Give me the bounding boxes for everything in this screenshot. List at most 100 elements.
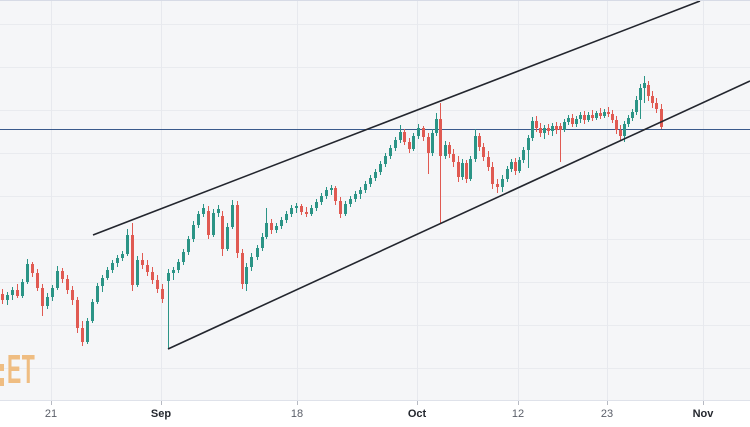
candle-up: [354, 194, 357, 199]
candle-down: [1, 294, 4, 300]
v-gridline: [161, 1, 162, 401]
candle-up: [394, 140, 397, 148]
candle-up: [136, 260, 139, 285]
candle-down: [66, 279, 69, 290]
candle-up: [265, 223, 268, 237]
v-gridline: [518, 1, 519, 401]
candle-down: [607, 112, 610, 114]
candle-down: [76, 300, 79, 328]
candle-down: [615, 120, 618, 130]
candle-down: [146, 265, 149, 272]
candle-up: [261, 237, 264, 248]
watermark-text: ET: [7, 352, 36, 392]
candle-down: [151, 272, 154, 280]
candle-up: [412, 136, 415, 149]
candle-down: [647, 85, 650, 96]
candle-down: [339, 201, 342, 214]
candle-down: [241, 253, 244, 284]
h-gridline: [0, 196, 750, 197]
candle-down: [583, 115, 586, 120]
candle-up: [320, 196, 323, 202]
watermark: ET: [0, 352, 80, 392]
candle-down: [487, 157, 490, 167]
axis-label-nov: Nov: [692, 408, 714, 420]
axis-tick: [51, 401, 52, 405]
candle-up: [172, 270, 175, 273]
candle-down: [334, 188, 337, 201]
candle-up: [543, 128, 546, 133]
axis-tick: [297, 401, 298, 405]
candle-wick: [331, 185, 332, 195]
h-gridline: [0, 325, 750, 326]
axis-tick: [417, 401, 418, 405]
candle-down: [221, 216, 224, 249]
candle-down: [422, 128, 425, 137]
time-axis[interactable]: 21 Sep 18 Oct 12 23 Nov: [0, 400, 750, 427]
candle-up: [417, 128, 420, 136]
axis-tick: [518, 401, 519, 405]
candle-up: [217, 209, 220, 213]
candle-up: [522, 150, 525, 160]
axis-label-12: 12: [511, 408, 525, 420]
candle-down: [439, 119, 442, 156]
axis-tick: [703, 401, 704, 405]
candle-up: [631, 112, 634, 118]
candle-up: [369, 178, 372, 184]
candle-up: [389, 148, 392, 156]
candle-wick: [296, 203, 297, 213]
candle-up: [595, 113, 598, 118]
candle-down: [539, 128, 542, 133]
candle-up: [56, 271, 59, 288]
candle-up: [177, 262, 180, 270]
candle-up: [461, 163, 464, 177]
candle-down: [207, 211, 210, 235]
candle-down: [16, 290, 19, 296]
candle-up: [101, 278, 104, 286]
candle-down: [448, 145, 451, 154]
candle-up: [510, 162, 513, 169]
candle-up: [250, 257, 253, 267]
candle-up: [167, 273, 170, 281]
h-gridline: [0, 368, 750, 369]
price-line[interactable]: [0, 129, 750, 130]
candle-up: [51, 288, 54, 297]
candle-up: [527, 138, 530, 150]
candle-down: [270, 223, 273, 230]
candle-up: [21, 282, 24, 296]
candle-up: [182, 252, 185, 262]
candle-down: [457, 162, 460, 177]
axis-label-18: 18: [290, 408, 304, 420]
candle-down: [482, 147, 485, 157]
candle-up: [126, 235, 129, 254]
candle-up: [26, 264, 29, 282]
candle-down: [611, 114, 614, 120]
candle-down: [547, 128, 550, 131]
candle-up: [587, 115, 590, 120]
candle-up: [579, 115, 582, 119]
candle-up: [474, 136, 477, 159]
candle-down: [300, 206, 303, 212]
candle-down: [31, 264, 34, 273]
candle-up: [349, 199, 352, 204]
trendline-upper[interactable]: [92, 1, 701, 236]
candle-up: [86, 321, 89, 342]
candle-down: [591, 115, 594, 118]
candle-up: [91, 302, 94, 321]
candle-up: [531, 121, 534, 138]
price-pane[interactable]: ET: [0, 0, 750, 401]
axis-label-sep: Sep: [150, 408, 172, 420]
v-gridline: [607, 1, 608, 401]
candle-up: [444, 145, 447, 156]
candle-down: [599, 113, 602, 116]
candle-up: [192, 225, 195, 239]
h-gridline: [0, 153, 750, 154]
candle-down: [465, 163, 468, 179]
candle-down: [161, 289, 164, 299]
candle-wick: [173, 267, 174, 280]
h-gridline: [0, 67, 750, 68]
candle-down: [660, 109, 663, 127]
candle-wick: [168, 269, 169, 349]
h-gridline: [0, 282, 750, 283]
candle-up: [212, 213, 215, 235]
candle-up: [344, 204, 347, 214]
